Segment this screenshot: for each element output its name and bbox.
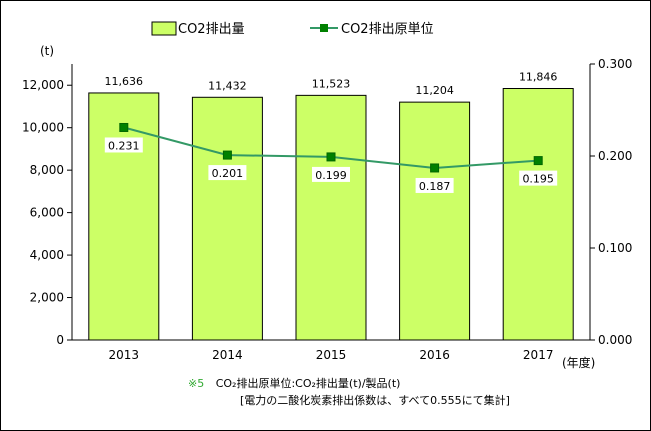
y-axis-left-tick-label: 6,000 — [30, 206, 64, 220]
legend: CO2排出量 CO2排出原単位 — [151, 21, 434, 37]
footnote-emission-factor: [電力の二酸化炭素排出係数は、すべて0.555にて集計] — [240, 394, 510, 407]
x-axis-tick-label: 2016 — [419, 348, 450, 362]
bar-data-label-bg — [102, 72, 145, 88]
line-data-label-bg — [208, 165, 247, 181]
y-axis-left-tick-label: 4,000 — [30, 248, 64, 262]
footnote-mark: ※5 — [188, 377, 205, 390]
y-axis-left-tick-label: 0 — [56, 333, 64, 347]
line-data-label-bg — [415, 177, 454, 193]
legend-bar-label: CO2排出量 — [178, 22, 245, 37]
y-axis-left-tick-label: 10,000 — [22, 121, 64, 135]
bar-co2-emissions — [191, 96, 263, 341]
bar-co2-emissions — [502, 88, 574, 341]
footnote-formula: ※5 CO₂排出原単位:CO₂排出量(t)/製品(t) — [188, 375, 400, 391]
legend-line-marker — [320, 24, 328, 32]
bar-data-label-bg — [413, 82, 456, 98]
legend-bar-swatch — [151, 21, 177, 36]
bar-data-label: 11,636 — [105, 75, 144, 88]
x-axis-tick-label: 2015 — [316, 348, 347, 362]
bar-data-label-bg — [310, 75, 352, 91]
bar-data-label: 11,432 — [208, 79, 247, 92]
y-axis-left-tick-label: 8,000 — [30, 163, 64, 177]
bar-data-label: 11,846 — [519, 71, 558, 84]
x-axis-tick-label: 2017 — [523, 348, 554, 362]
line-data-label-bg — [104, 137, 143, 153]
y-axis-right-tick-label: 0.000 — [598, 333, 632, 347]
line-data-label: 0.195 — [522, 173, 554, 186]
y-axis-left-tick-label: 2,000 — [30, 291, 64, 305]
line-marker — [326, 152, 336, 162]
bar-co2-emissions — [399, 101, 471, 341]
x-axis-tick-label: 2013 — [109, 348, 140, 362]
line-data-label-bg — [519, 170, 558, 186]
line-data-label: 0.187 — [419, 180, 451, 193]
line-marker — [533, 156, 543, 166]
y-axis-left-tick-label: 12,000 — [22, 78, 64, 92]
bar-data-label: 11,204 — [415, 84, 454, 97]
bar-co2-emissions — [295, 94, 367, 341]
line-marker — [222, 150, 232, 160]
y-axis-left-title: (t) — [40, 44, 54, 58]
line-data-label-bg — [312, 166, 350, 182]
legend-line-label: CO2排出原単位 — [341, 21, 434, 37]
line-data-label: 0.199 — [315, 169, 347, 182]
y-axis-right-tick-label: 0.300 — [598, 57, 632, 71]
y-axis-right-tick-label: 0.200 — [598, 149, 632, 163]
line-data-label: 0.231 — [108, 139, 140, 152]
bar-data-label-bg — [206, 77, 249, 93]
bar-data-label-bg — [517, 68, 560, 84]
line-data-label: 0.201 — [212, 167, 244, 180]
y-axis-right-tick-label: 0.100 — [598, 241, 632, 255]
line-marker — [430, 163, 440, 173]
x-axis-title: (年度) — [562, 355, 595, 370]
x-axis-tick-label: 2014 — [212, 348, 243, 362]
line-marker — [119, 122, 129, 132]
plot-area: 0 2,000 4,000 6,000 8,000 10,000 12,000 0.000 0.… — [22, 57, 632, 362]
footnote-formula-text: CO₂排出原単位:CO₂排出量(t)/製品(t) — [215, 377, 401, 390]
bar-data-label: 11,523 — [312, 77, 351, 90]
